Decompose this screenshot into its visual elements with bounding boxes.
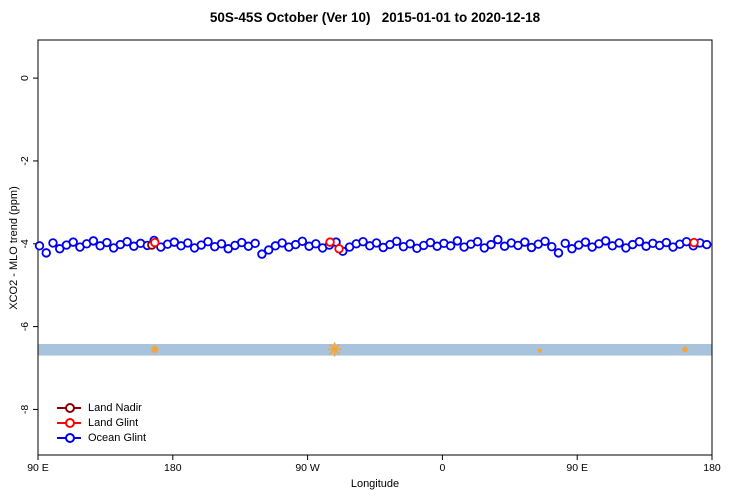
legend: Land Nadir Land Glint Ocean Glint — [57, 401, 146, 445]
chart-title: 50S-45S October (Ver 10) 2015-01-01 to 2… — [209, 10, 541, 25]
data-point — [216, 239, 227, 249]
data-point — [102, 237, 112, 248]
data-point — [122, 237, 132, 247]
x-axis-ticks: 90 E 180 90 W 0 90 E 180 — [27, 455, 721, 474]
data-point — [553, 248, 564, 258]
y-tick-label: -8 — [19, 405, 31, 414]
data-point — [325, 237, 335, 247]
x-tick-label: 180 — [164, 462, 182, 474]
data-point — [445, 241, 456, 251]
data-point — [34, 241, 45, 251]
y-tick-label: -4 — [19, 239, 31, 248]
data-point — [405, 239, 415, 249]
data-point — [334, 244, 344, 254]
legend-item-land-glint: Land Glint — [57, 416, 146, 430]
data-point — [263, 245, 274, 255]
data-point — [560, 238, 570, 249]
y-tick-label: 0 — [19, 75, 31, 81]
land-glint-marker-icon — [57, 418, 81, 428]
flag-icon — [682, 346, 688, 353]
data-point — [580, 237, 591, 247]
ocean-glint-marker-icon — [57, 433, 81, 443]
x-tick-label: 90 E — [27, 462, 49, 474]
legend-label: Ocean Glint — [88, 432, 147, 444]
legend-item-ocean-glint: Ocean Glint — [57, 431, 146, 445]
legend-label: Land Glint — [88, 417, 139, 429]
data-point — [48, 238, 58, 248]
data-point — [250, 238, 260, 249]
x-tick-label: 180 — [703, 462, 721, 474]
highlight-band — [38, 344, 712, 356]
x-axis-label: Longitude — [350, 478, 400, 490]
data-point — [203, 237, 213, 247]
data-point — [634, 237, 645, 247]
data-point — [311, 239, 321, 249]
data-point — [689, 237, 699, 248]
data-point — [472, 237, 483, 247]
data-point — [540, 236, 550, 246]
data-point — [150, 237, 160, 248]
land-glint-points — [150, 237, 699, 254]
data-point — [392, 236, 402, 246]
data-point — [297, 236, 308, 246]
data-point — [277, 238, 287, 248]
legend-label: Land Nadir — [88, 402, 142, 414]
data-point — [520, 237, 530, 247]
data-point — [567, 244, 577, 254]
data-point — [358, 237, 368, 247]
data-point — [169, 237, 179, 247]
data-point — [183, 238, 193, 248]
x-tick-label: 90 E — [566, 462, 588, 474]
y-axis-ticks: 0 -2 -4 -6 -8 — [19, 75, 38, 414]
data-point — [257, 249, 267, 259]
flag-icon — [151, 345, 159, 353]
data-point — [55, 244, 65, 254]
data-point — [547, 241, 557, 252]
data-point — [661, 237, 672, 248]
y-tick-label: -6 — [19, 322, 31, 331]
data-point — [600, 236, 611, 246]
flag-icon — [329, 343, 341, 355]
data-point — [493, 234, 503, 245]
data-point — [702, 239, 712, 250]
ocean-glint-points — [34, 234, 712, 259]
data-point — [452, 236, 463, 246]
data-point — [425, 237, 436, 248]
flag-icon — [537, 348, 542, 353]
data-point — [371, 238, 382, 248]
data-point — [41, 248, 51, 258]
data-point — [486, 239, 496, 250]
y-tick-label: -2 — [19, 156, 31, 165]
data-point — [614, 238, 624, 248]
land-nadir-marker-icon — [57, 403, 81, 413]
x-tick-label: 90 W — [295, 462, 320, 474]
data-point — [68, 237, 78, 247]
flag-marks — [150, 342, 689, 357]
data-point — [236, 237, 247, 248]
legend-item-land-nadir: Land Nadir — [57, 401, 146, 415]
x-tick-label: 0 — [439, 462, 445, 474]
data-point — [88, 236, 99, 246]
